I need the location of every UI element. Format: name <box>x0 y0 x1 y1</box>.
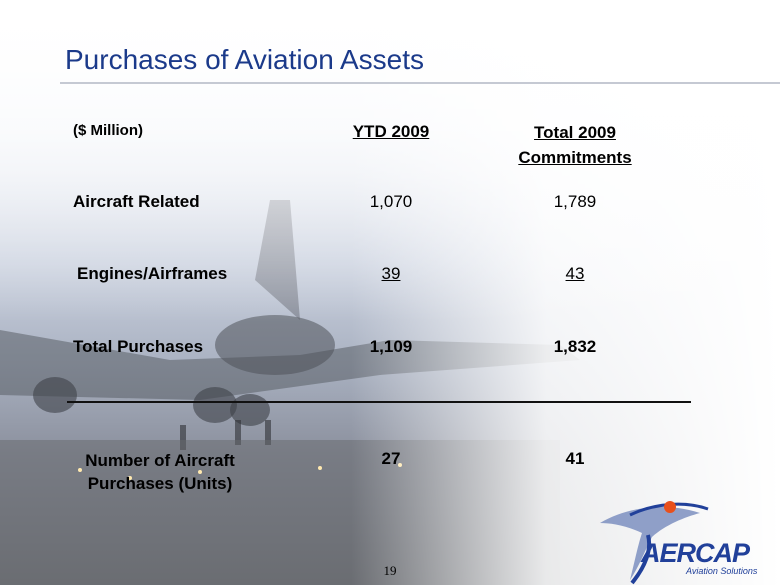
row-label-aircraft-units-text: Number of Aircraft Purchases (Units) <box>85 451 235 493</box>
column-header-total-text: Total 2009 Commitments <box>518 123 632 167</box>
row-label-total-purchases: Total Purchases <box>73 337 204 356</box>
value-ytd-engines-airframes: 39 <box>381 264 401 283</box>
aercap-logo-tagline: Aviation Solutions <box>686 566 758 576</box>
value-total-aircraft-related: 1,789 <box>553 192 597 211</box>
aercap-figure-logo-icon <box>600 501 709 585</box>
row-label-engines-airframes: Engines/Airframes <box>77 264 228 283</box>
value-ytd-aircraft-related: 1,070 <box>369 192 413 211</box>
title-rule <box>60 82 780 84</box>
value-ytd-aircraft-units: 27 <box>381 449 401 468</box>
unit-label: ($ Million) <box>73 122 143 139</box>
value-total-engines-airframes: 43 <box>565 264 585 283</box>
aercap-logo-wordmark: AERCAP <box>641 538 750 568</box>
row-label-aircraft-related: Aircraft Related <box>73 192 200 211</box>
page-number: 19 <box>383 563 397 578</box>
row-label-aircraft-units: Number of Aircraft Purchases (Units) <box>60 449 260 495</box>
column-header-ytd: YTD 2009 <box>352 122 430 141</box>
slide-title: Purchases of Aviation Assets <box>65 44 425 75</box>
table-divider <box>67 401 691 403</box>
value-total-aircraft-units: 41 <box>565 449 585 468</box>
value-ytd-total-purchases: 1,109 <box>369 337 413 356</box>
column-header-total: Total 2009 Commitments <box>500 120 650 170</box>
value-total-total-purchases: 1,832 <box>553 337 597 356</box>
